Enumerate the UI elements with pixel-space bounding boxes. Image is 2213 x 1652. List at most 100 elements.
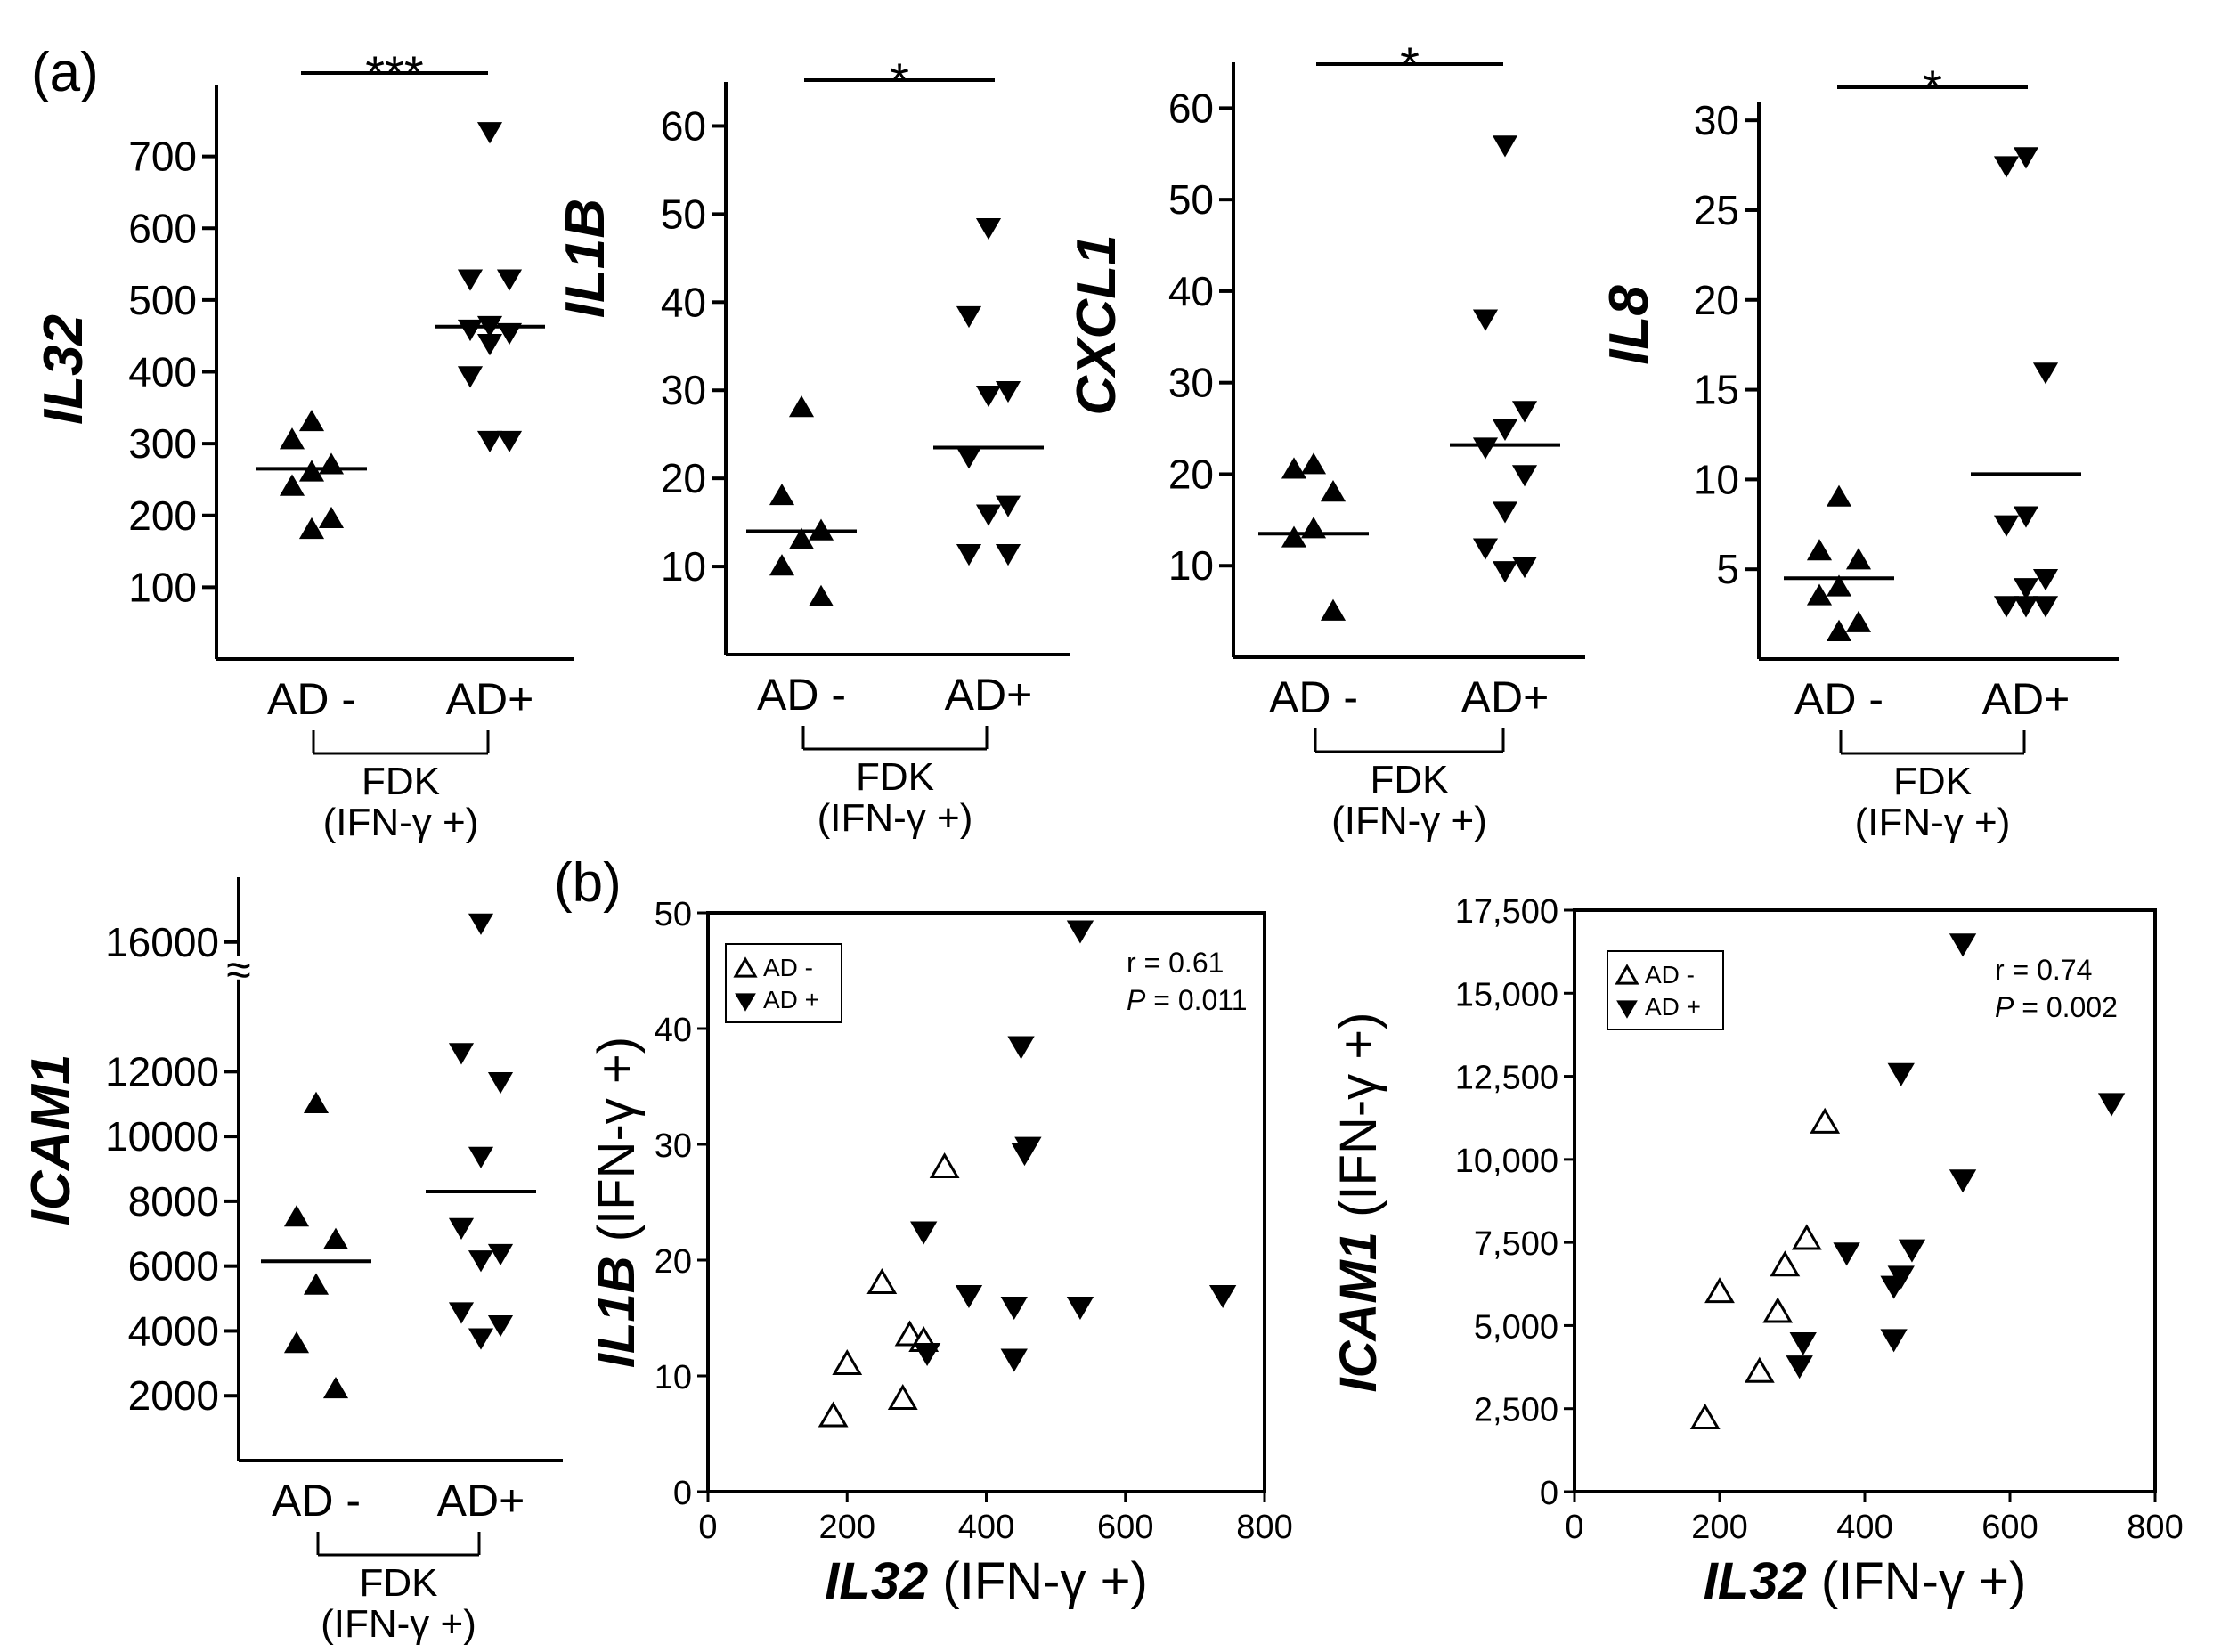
data-point — [476, 334, 503, 356]
filled-triangle-down-icon — [1616, 1000, 1638, 1019]
data-point — [1770, 1250, 1801, 1277]
data-point — [2097, 1093, 2126, 1117]
data-point — [995, 495, 1021, 517]
data-point — [1208, 1284, 1237, 1309]
y-tick-label: 40 — [661, 279, 706, 325]
dotplot-cxcl1: 10 20 30 40 50 60 CXCL1 AD - AD+ FDK(IFN-γ +) * — [1066, 37, 1585, 842]
y-tick-label: 5 — [1716, 546, 1739, 592]
data-point — [303, 1091, 330, 1113]
data-point — [448, 1043, 475, 1065]
y-tick-label: 30 — [1694, 97, 1739, 143]
data-point — [303, 1273, 330, 1295]
y-tick-label: 500 — [128, 277, 197, 323]
y-tick-label: 700 — [128, 134, 197, 180]
y-axis-label: IL1B — [555, 199, 616, 318]
y-tick-label: 10 — [1694, 456, 1739, 502]
data-point — [1762, 1297, 1794, 1323]
data-point — [1689, 1403, 1721, 1429]
panel-a-label: (a) — [31, 42, 99, 103]
data-point — [318, 506, 345, 529]
data-point — [1281, 525, 1307, 548]
y-tick-label: 100 — [128, 564, 197, 610]
category-label: AD+ — [945, 670, 1033, 720]
data-point — [1845, 610, 1872, 632]
stat-r: r = 0.74 — [1995, 954, 2092, 986]
data-point — [487, 1243, 514, 1266]
data-point — [1511, 401, 1538, 423]
filled-triangle-down-icon — [735, 993, 756, 1012]
data-point — [1993, 156, 2020, 178]
y-axis-label: ICAM1 — [20, 1054, 82, 1226]
data-point — [457, 269, 484, 291]
data-point — [1492, 561, 1518, 583]
data-point — [1826, 484, 1852, 507]
bracket-label-condition: (IFN-γ +) — [1855, 801, 2011, 844]
data-point — [1993, 596, 2020, 618]
category-label: AD - — [267, 674, 356, 724]
legend-label-ad-pos: AD + — [1645, 993, 1701, 1021]
y-tick-label: 10 — [1168, 542, 1214, 589]
data-point — [910, 1221, 938, 1245]
y-axis-label: ICAM1 (IFN-γ +) — [1330, 1013, 1387, 1393]
y-tick-label: 50 — [655, 896, 692, 933]
data-point — [468, 1328, 494, 1350]
data-point — [1880, 1275, 1908, 1299]
data-point — [975, 504, 1002, 526]
data-point — [1007, 1036, 1035, 1060]
axis-break-mark: ≈ — [226, 945, 250, 995]
x-axis-label-gene: IL32 — [825, 1552, 928, 1610]
y-tick-label: 0 — [1540, 1475, 1558, 1512]
data-point — [1511, 557, 1538, 579]
data-point — [929, 1152, 960, 1179]
legend: AD - AD + — [1607, 950, 1724, 1030]
data-point — [769, 483, 795, 506]
data-point — [788, 527, 815, 549]
y-tick-label: 30 — [1168, 360, 1214, 406]
y-tick-label: 2000 — [128, 1372, 219, 1419]
data-point — [476, 122, 503, 144]
y-tick-label: 10,000 — [1455, 1143, 1558, 1180]
data-point — [1887, 1062, 1915, 1086]
y-tick-label: 6000 — [128, 1243, 219, 1290]
significance-label: *** — [365, 45, 423, 102]
y-tick-label: 7,500 — [1474, 1225, 1558, 1263]
data-point — [448, 1217, 475, 1240]
y-tick-label: 5,000 — [1474, 1308, 1558, 1346]
x-tick-label: 200 — [1691, 1509, 1747, 1546]
data-point — [496, 322, 523, 346]
data-point — [1949, 1169, 1977, 1193]
data-point — [1704, 1277, 1735, 1304]
y-tick-label: 200 — [128, 492, 197, 539]
bracket-label-fdk: FDK — [856, 755, 934, 799]
data-point — [1806, 583, 1833, 606]
y-tick-label: 10 — [655, 1359, 692, 1396]
data-point — [1826, 574, 1852, 597]
data-point — [448, 1302, 475, 1324]
data-point — [1833, 1242, 1860, 1266]
data-point — [322, 1376, 349, 1399]
data-point — [818, 1401, 849, 1428]
y-tick-label: 2,500 — [1474, 1392, 1558, 1429]
category-label: AD+ — [1982, 674, 2071, 724]
x-axis-label-gene: IL32 — [1704, 1552, 1807, 1610]
data-point — [2032, 362, 2059, 385]
data-point — [496, 430, 523, 453]
bracket-label-fdk: FDK — [1371, 758, 1449, 802]
category-label: AD - — [272, 1476, 361, 1526]
category-label: AD+ — [446, 674, 534, 724]
category-label: AD - — [757, 670, 846, 720]
data-point — [808, 584, 834, 606]
y-tick-label: 60 — [1168, 85, 1214, 131]
y-tick-label: 600 — [128, 205, 197, 251]
data-point — [487, 1314, 514, 1338]
dotplot-il32: 100 200 300 400 500 600 700 IL32 AD - AD+FDK(IFN-… — [33, 45, 574, 844]
y-tick-label: 10 — [661, 543, 706, 590]
legend: AD - AD + — [725, 943, 842, 1023]
y-tick-label: 25 — [1694, 187, 1739, 233]
axis-break-gap — [226, 956, 251, 980]
stat-p-symbol: P — [1127, 984, 1146, 1016]
data-point — [1066, 920, 1094, 944]
